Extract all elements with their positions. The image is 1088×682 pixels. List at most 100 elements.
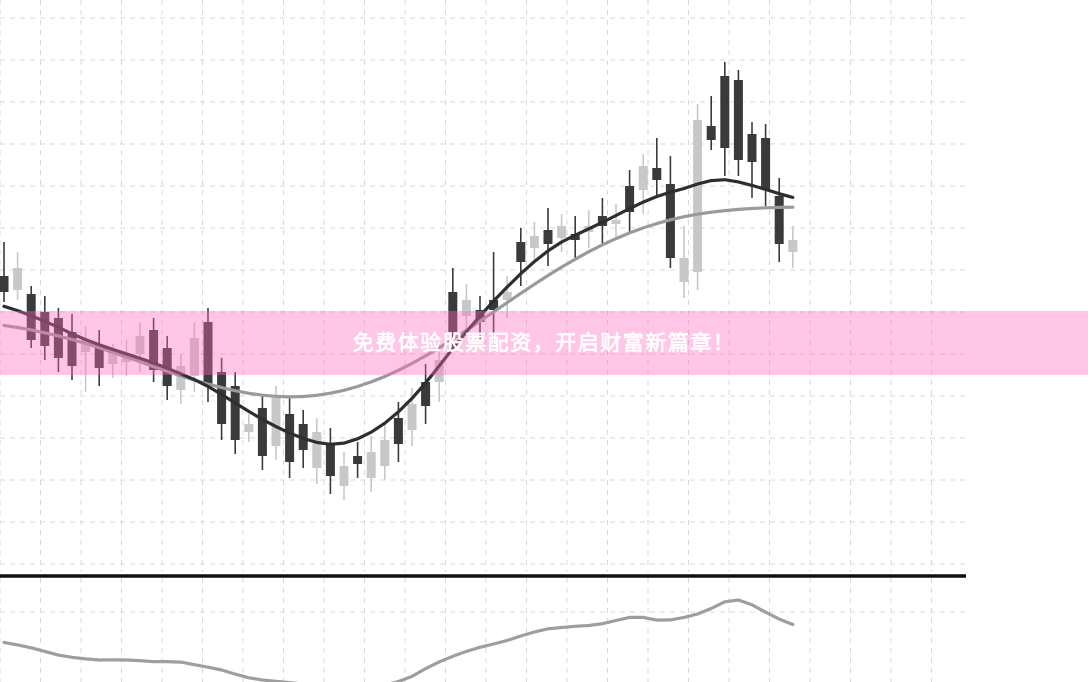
candlestick-body [230,386,240,440]
candlestick [257,396,267,470]
candlestick [516,228,526,286]
candlestick-body [679,258,689,282]
candlestick-body [421,382,431,406]
candlestick [53,308,63,372]
candlestick [40,296,50,360]
candlestick-body [461,300,471,316]
candlestick-body [0,276,9,292]
candlestick [0,242,9,302]
candlestick-body [339,466,349,486]
candlestick [285,398,295,478]
candlestick-body [189,338,199,376]
moving-average-slow-line [2,205,795,399]
candlestick [788,226,798,268]
candlestick-body [448,292,458,332]
candlestick [461,284,471,332]
candlestick [149,318,159,382]
candlestick [434,342,444,402]
candlestick [638,154,648,214]
candlestick [543,208,553,266]
candlestick-body [529,236,539,248]
candlestick [733,70,743,176]
candlestick-body [380,440,390,466]
moving-average-lines [2,178,795,446]
candlestick-body [244,424,254,432]
candlestick [774,178,784,262]
indicator-panel-background [0,572,966,682]
candlestick [67,314,77,380]
candlestick-body [611,220,621,224]
candlestick-body [285,414,295,462]
candlestick-body [94,346,104,368]
candlestick [625,170,635,232]
candlestick-body [570,234,580,240]
candlestick-body [761,138,771,190]
promo-banner[interactable]: 免费体验股票配资，开启财富新篇章！ [0,311,1088,375]
candlestick-body [693,120,703,272]
candlestick [665,156,675,268]
candlestick [448,268,458,348]
candlestick-body [257,408,267,456]
promo-banner-text: 免费体验股票配资，开启财富新篇章！ [352,330,736,355]
candlestick-body [733,80,743,160]
candlestick [720,62,730,176]
candlestick [94,330,104,386]
candlestick [380,424,390,480]
candlestick [135,322,145,372]
candlestick-body [652,168,662,180]
candlestick [761,124,771,206]
candlestick-body [638,166,648,190]
candlestick [13,252,23,300]
candlestick [502,276,512,318]
candlestick-body [516,242,526,262]
candlestick-body [502,292,512,300]
candlestick-body [543,230,553,244]
candlestick-body [353,456,363,464]
candlestick [312,418,322,484]
candlestick [489,252,499,340]
candlestick-body [774,196,784,244]
candlestick [325,428,335,494]
candlestick [706,96,716,150]
candlestick-body [720,76,730,148]
candlestick-body [53,318,63,358]
candlestick-body [81,340,91,352]
candlestick [353,442,363,478]
moving-average-fast-line [2,178,795,446]
candlestick-body [271,398,281,446]
candlestick [611,204,621,240]
candlestick-series [0,62,798,500]
candlestick [339,452,349,500]
candlestick-body [217,372,227,424]
candlestick [652,138,662,196]
candlestick-body [13,268,23,290]
candlestick [679,226,689,298]
candlestick-body [176,366,186,390]
candlestick-body [149,330,159,370]
candlestick-body [366,452,376,478]
candlestick [693,104,703,290]
candlestick-body [557,226,567,238]
candlestick [271,386,281,460]
candlestick-body [706,126,716,140]
indicator-gridlines [0,578,966,682]
candlestick-body [67,332,77,366]
candlestick-body [121,356,131,362]
candlestick-body [135,336,145,354]
candlestick-body [788,240,798,252]
candlestick [230,372,240,454]
candlestick [244,414,254,442]
candlestick [81,326,91,392]
candlestick-body [393,418,403,444]
candlestick [570,216,580,258]
right-margin-mask [966,0,1088,682]
candlestick-body [489,300,499,310]
candlestick-body [747,134,757,162]
candlestick-body [312,432,322,468]
candlestick [529,222,539,262]
candlestick [421,364,431,424]
candlestick-body [108,352,118,364]
